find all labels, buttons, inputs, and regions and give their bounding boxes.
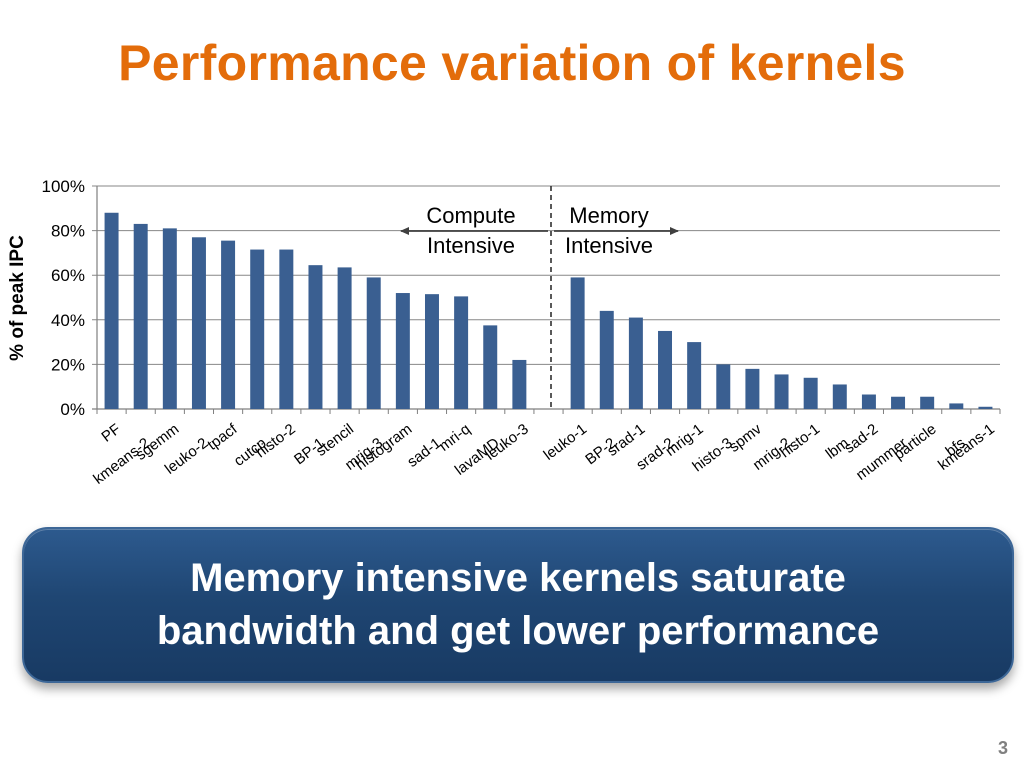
memory-intensive-label: Memory Intensive [565, 203, 653, 258]
y-axis-label: % of peak IPC [7, 235, 28, 361]
bar-kmeans-2 [133, 223, 148, 409]
bar-lbm [832, 384, 847, 409]
bar-mrig-2 [774, 374, 789, 409]
bar-pf [104, 212, 119, 409]
y-tick-label: 20% [51, 355, 85, 374]
y-tick-label: 80% [51, 222, 85, 241]
bar-particle [920, 396, 935, 409]
y-tick-label: 60% [51, 266, 85, 285]
bar-mummer [891, 396, 906, 409]
bar-histo-3 [716, 364, 731, 409]
y-tick-label: 0% [60, 400, 85, 419]
x-tick-label: mri-q [436, 421, 474, 455]
bar-stencil [337, 267, 352, 409]
bar-tpacf [221, 240, 236, 409]
slide-title: Performance variation of kernels [118, 35, 906, 91]
bar-leuko-3 [512, 359, 527, 409]
annotation-line: Intensive [565, 233, 653, 258]
x-tick-label: spmv [726, 420, 765, 455]
bar-sad-2 [861, 394, 876, 409]
bar-chart: 0%20%40%60%80%100% PFkmeans-2sgemmleuko-… [7, 177, 1001, 488]
x-tick-label: leuko-1 [541, 421, 591, 464]
annotation-line: Memory [569, 203, 648, 228]
x-tick-label: PF [98, 421, 124, 446]
bar-kmeans-1 [978, 406, 993, 409]
page-number: 3 [997, 738, 1008, 758]
bar-leuko-1 [570, 277, 585, 409]
y-tick-label: 40% [51, 311, 85, 330]
x-tick-label: sad-2 [841, 421, 881, 457]
bar-cutcp [250, 249, 265, 409]
annotation-line: Compute [426, 203, 515, 228]
bar-mri-q [454, 296, 469, 409]
bar-srad-2 [658, 330, 673, 409]
bar-histo-2 [279, 249, 294, 409]
bar-bfs [949, 403, 964, 409]
bar-lavamd [483, 325, 498, 409]
callout-box: Memory intensive kernels saturate bandwi… [22, 527, 1014, 683]
y-tick-label: 100% [42, 177, 85, 196]
bar-spmv [745, 368, 760, 409]
bar-leuko-2 [191, 237, 206, 409]
bar-histo-1 [803, 377, 818, 409]
bar-bp-2 [599, 310, 614, 409]
bar-bp-1 [308, 265, 323, 409]
bar-srad-1 [628, 317, 643, 409]
callout-text: Memory intensive kernels saturate bandwi… [156, 556, 880, 653]
compute-intensive-label: Compute Intensive [426, 203, 515, 258]
bar-sad-1 [424, 294, 439, 409]
bar-mrig-3 [366, 277, 381, 409]
annotation-line: Intensive [427, 233, 515, 258]
bar-histogram [395, 293, 410, 409]
bar-mrig-1 [687, 342, 702, 409]
bar-sgemm [162, 228, 177, 409]
x-tick-label: tpacf [204, 420, 241, 454]
